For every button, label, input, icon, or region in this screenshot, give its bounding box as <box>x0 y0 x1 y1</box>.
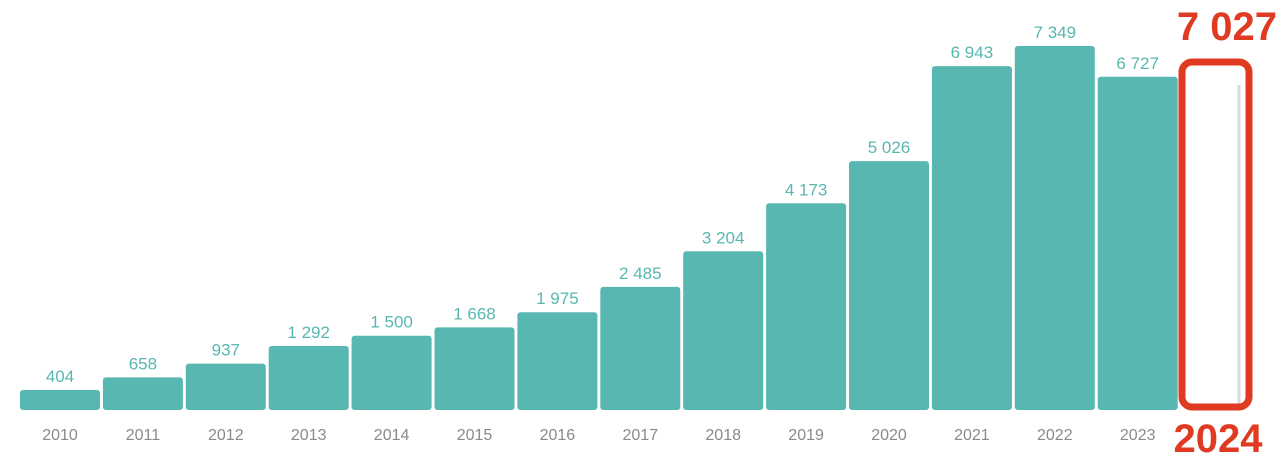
x-tick-2018: 2018 <box>705 427 741 444</box>
bar-2015 <box>434 327 515 410</box>
x-tick-2016: 2016 <box>540 427 576 444</box>
bar-2023 <box>1097 76 1178 411</box>
bar-2012 <box>185 363 266 410</box>
value-label-2012: 937 <box>212 341 240 360</box>
value-label-2014: 1 500 <box>370 313 413 332</box>
x-tick-2012: 2012 <box>208 427 244 444</box>
x-tick-2013: 2013 <box>291 427 327 444</box>
bar-2019 <box>766 203 847 410</box>
bar-2021 <box>931 66 1012 410</box>
value-label-2017: 2 485 <box>619 264 662 283</box>
bar-2018 <box>683 251 764 410</box>
x-tick-2010: 2010 <box>42 427 78 444</box>
value-label-2019: 4 173 <box>785 180 828 199</box>
value-label-2011: 658 <box>129 354 157 373</box>
highlight-2024-year: 2024 <box>1174 417 1264 461</box>
bar-2010 <box>20 390 100 410</box>
bar-2022 <box>1014 46 1095 410</box>
x-tick-2011: 2011 <box>126 427 161 444</box>
value-label-2015: 1 668 <box>453 304 496 323</box>
bar-2013 <box>268 346 349 410</box>
value-label-2010: 404 <box>46 367 74 386</box>
x-tick-2019: 2019 <box>788 427 824 444</box>
bar-2014 <box>351 335 432 410</box>
value-label-2023: 6 727 <box>1116 54 1159 73</box>
value-labels-group: 404 658 937 1 292 1 500 1 668 1 975 2 485 3 204 4… <box>46 23 1159 386</box>
value-label-2018: 3 204 <box>702 228 745 247</box>
x-tick-2021: 2021 <box>954 427 990 444</box>
x-tick-2023: 2023 <box>1120 427 1156 444</box>
highlight-group: 7 027 2024 <box>1174 5 1277 461</box>
value-label-2013: 1 292 <box>287 323 330 342</box>
x-axis-ticks: 2010 2011 2012 2013 2014 2015 2016 2017 2018 2019… <box>42 427 1155 444</box>
bar-2016 <box>517 312 598 410</box>
bars-group <box>20 46 1178 411</box>
x-tick-2014: 2014 <box>374 427 410 444</box>
bar-2011 <box>102 377 183 410</box>
x-tick-2020: 2020 <box>871 427 907 444</box>
x-tick-2022: 2022 <box>1037 427 1073 444</box>
x-tick-2015: 2015 <box>457 427 493 444</box>
highlight-2024-value: 7 027 <box>1177 5 1277 49</box>
bar-2020 <box>849 161 929 410</box>
value-label-2020: 5 026 <box>868 138 911 157</box>
bar-2017 <box>600 286 681 410</box>
x-tick-2017: 2017 <box>623 427 659 444</box>
value-label-2016: 1 975 <box>536 289 579 308</box>
value-label-2021: 6 943 <box>951 43 994 62</box>
value-label-2022: 7 349 <box>1034 23 1077 42</box>
highlight-2024-outline <box>1178 58 1253 411</box>
